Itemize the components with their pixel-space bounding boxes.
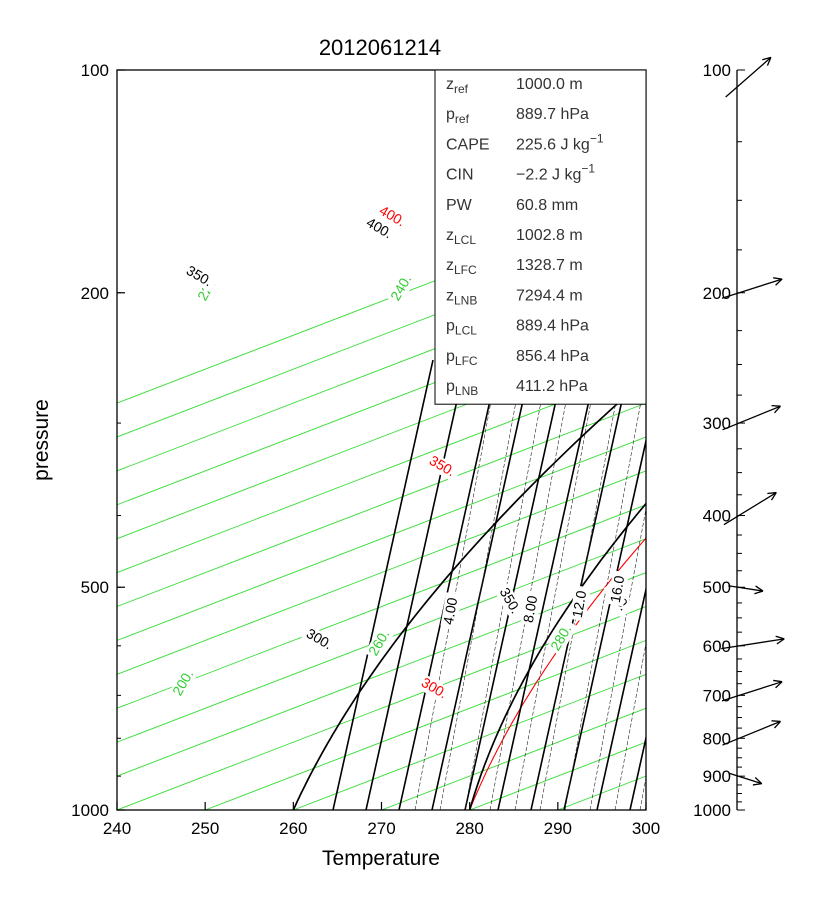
wind-level-label: 900: [703, 767, 731, 786]
saturation-line: [399, 360, 499, 810]
wind-level-label: 800: [703, 729, 731, 748]
wind-barb: [722, 406, 780, 430]
stats-value-sup: −1: [581, 162, 595, 176]
stats-value-sup: −1: [590, 131, 604, 145]
stats-value: 411.2 hPa: [516, 378, 588, 395]
stats-value: 1002.8 m: [516, 227, 583, 244]
stats-label-sub: LFC: [454, 263, 477, 277]
isotherm-line: [0, 70, 814, 810]
x-tick-label: 290: [544, 819, 572, 838]
x-axis-label: Temperature: [322, 847, 440, 870]
stats-value: 889.4 hPa: [516, 318, 589, 335]
isotherm-line: [0, 70, 814, 810]
stats-value: 7294.4 m: [516, 287, 583, 304]
stats-value: 1328.7 m: [516, 257, 583, 274]
mixing-ratio-line: [590, 380, 670, 810]
stats-value: 889.7 hPa: [516, 106, 589, 123]
wind-barb: [726, 57, 771, 97]
y-tick-label: 200: [81, 284, 109, 303]
saturation-line: [333, 360, 433, 810]
wind-barb: [724, 493, 776, 525]
x-tick-label: 250: [191, 819, 219, 838]
stats-label: CAPE: [446, 136, 490, 153]
isotherm-line: [0, 70, 814, 810]
wind-level-label: 700: [703, 686, 731, 705]
stats-label-sub: LFC: [455, 354, 478, 368]
temperature-profile: [662, 73, 814, 790]
isotherm-line: [0, 70, 814, 810]
isotherm-line: [0, 70, 814, 810]
x-tick-label: 260: [279, 819, 307, 838]
background-lines: [0, 70, 814, 810]
wind-level-label: 500: [703, 578, 731, 597]
isotherm-line: [0, 70, 814, 810]
x-tick-label: 270: [367, 819, 395, 838]
wind-barb: [722, 721, 780, 745]
stats-value: 856.4 hPa: [516, 348, 589, 365]
y-tick-label: 100: [81, 61, 109, 80]
dewpoint-profile: [658, 276, 814, 790]
stats-label: CIN: [446, 167, 474, 184]
y-tick-label: 500: [81, 578, 109, 597]
isotherm-line: [0, 70, 814, 810]
isotherm-line: [0, 70, 814, 810]
wind-barb: [728, 586, 763, 591]
wind-level-label: 200: [703, 284, 731, 303]
x-tick-label: 240: [103, 819, 131, 838]
wind-level-label: 1000: [693, 801, 731, 820]
x-tick-label: 300: [632, 819, 660, 838]
wind-level-label: 600: [703, 637, 731, 656]
stats-label-sub: LNB: [455, 384, 478, 398]
saturation-line: [366, 360, 466, 810]
stats-label-sub: LNB: [454, 293, 477, 307]
stats-label: PW: [446, 197, 473, 214]
x-tick-label: 280: [455, 819, 483, 838]
wind-level-label: 100: [703, 61, 731, 80]
isotherm-line: [0, 70, 814, 810]
isotherm-line: [0, 70, 814, 810]
y-tick-label: 1000: [71, 801, 109, 820]
stats-label-sub: LCL: [454, 233, 476, 247]
saturation-line: [465, 360, 565, 810]
y-axis-label: pressure: [30, 399, 53, 481]
stats-label-sub: LCL: [455, 324, 477, 338]
wind-barb-head: [767, 493, 776, 501]
chart-title: 2012061214: [319, 35, 441, 60]
stats-label-sub: ref: [455, 112, 470, 126]
sounding-profiles: [658, 73, 814, 790]
stats-label-sub: ref: [454, 82, 469, 96]
isotherm-line: [0, 70, 814, 810]
isotherm-line: [29, 70, 814, 810]
stats-value: 60.8 mm: [516, 197, 578, 214]
wind-level-label: 300: [703, 414, 731, 433]
stats-value: 1000.0 m: [516, 76, 583, 93]
